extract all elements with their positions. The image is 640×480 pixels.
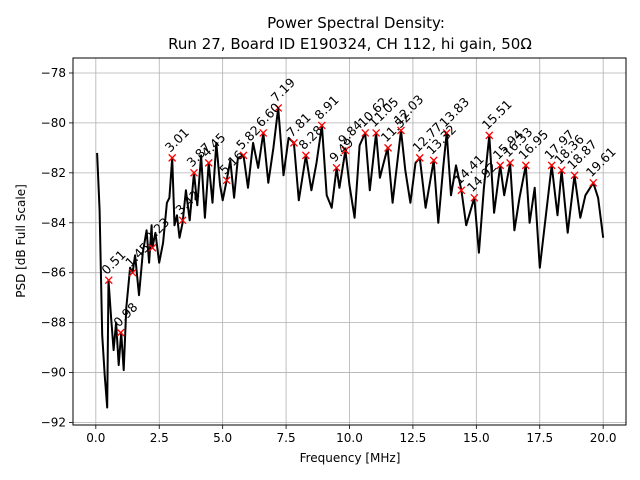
- peak-marker: [547, 161, 556, 170]
- x-tick-label: 7.5: [277, 431, 296, 445]
- peak-marker: [301, 151, 310, 160]
- y-tick-label: −90: [41, 366, 66, 380]
- x-tick-label: 20.0: [590, 431, 617, 445]
- peak-marker: [415, 153, 424, 162]
- x-tick-label: 5.0: [213, 431, 232, 445]
- peak-marker: [274, 103, 283, 112]
- y-tick-label: −86: [41, 266, 66, 280]
- peak-marker: [397, 126, 405, 135]
- x-axis-ticks: 0.0 2.5 5.0 7.5 10.0 12.5 15.0 17.5 20.0: [86, 425, 617, 445]
- peak-marker: [168, 153, 177, 162]
- x-tick-label: 10.0: [336, 431, 363, 445]
- y-tick-label: −92: [41, 416, 66, 430]
- peak-marker: [332, 163, 341, 172]
- peak-marker: [178, 216, 187, 225]
- peak-marker: [259, 128, 268, 137]
- peak-marker: [222, 176, 231, 185]
- plot-frame: [72, 57, 627, 426]
- peak-marker: [442, 128, 451, 137]
- peak-marker: [429, 156, 438, 165]
- peak-marker: [148, 243, 157, 252]
- peak-marker: [116, 328, 125, 337]
- chart-title-line1: Power Spectral Density:: [267, 14, 445, 32]
- peak-marker: [557, 166, 566, 175]
- y-tick-label: −80: [41, 116, 66, 130]
- y-axis-ticks: −78 −80 −82 −84 −86 −88 −90 −92: [41, 66, 73, 430]
- peak-marker: [570, 171, 579, 180]
- x-tick-label: 2.5: [150, 431, 169, 445]
- x-axis-label: Frequency [MHz]: [300, 451, 401, 465]
- peak-marker: [190, 168, 198, 177]
- y-tick-label: −78: [41, 66, 66, 80]
- peak-marker: [457, 186, 466, 195]
- peak-marker: [470, 193, 479, 202]
- peak-marker: [317, 121, 326, 130]
- peak-markers: [104, 103, 598, 337]
- chart-title-line2: Run 27, Board ID E190324, CH 112, hi gai…: [168, 35, 532, 53]
- peak-marker: [521, 161, 530, 170]
- y-axis-label: PSD [dB Full Scale]: [14, 184, 28, 298]
- peak-marker: [589, 178, 598, 187]
- peak-marker: [128, 268, 137, 277]
- psd-series-line: [96, 106, 605, 409]
- peak-marker: [372, 128, 381, 137]
- x-tick-label: 15.0: [463, 431, 490, 445]
- peak-marker: [384, 143, 393, 152]
- peak-marker: [289, 138, 298, 147]
- y-tick-label: −82: [41, 166, 66, 180]
- peak-marker: [239, 151, 248, 160]
- peak-marker: [496, 161, 505, 170]
- peak-marker: [341, 146, 350, 155]
- peak-marker: [104, 276, 113, 285]
- y-tick-label: −84: [41, 216, 66, 230]
- x-tick-label: 17.5: [526, 431, 553, 445]
- peak-marker: [204, 158, 213, 167]
- x-tick-label: 0.0: [86, 431, 105, 445]
- x-tick-label: 12.5: [400, 431, 427, 445]
- y-tick-label: −88: [41, 316, 66, 330]
- peak-marker: [361, 128, 370, 137]
- peak-marker: [506, 158, 515, 167]
- grid: [73, 58, 626, 425]
- peak-marker: [485, 131, 494, 140]
